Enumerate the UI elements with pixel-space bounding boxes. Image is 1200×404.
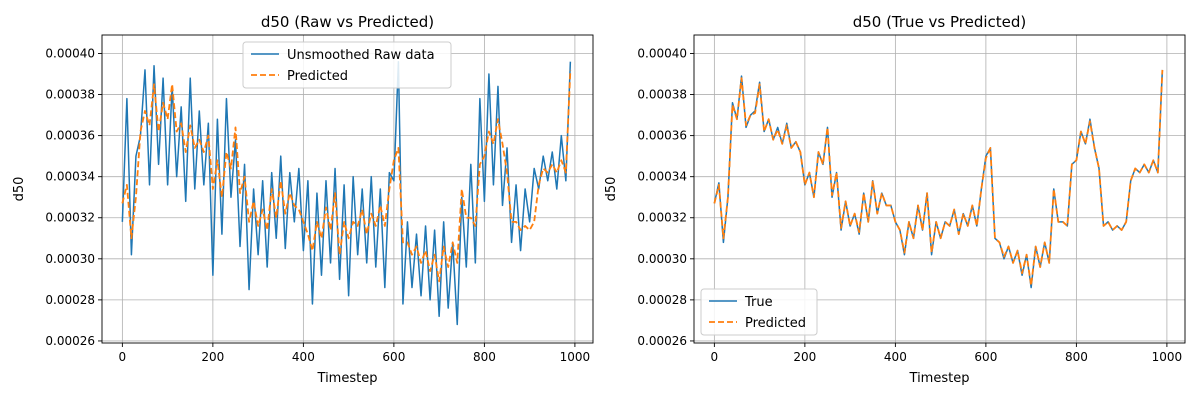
series-lines — [713, 69, 1164, 289]
x-tick-label: 0 — [711, 350, 719, 364]
y-tick-label: 0.00032 — [45, 211, 95, 225]
x-tick-label: 600 — [974, 350, 997, 364]
legend-label-predicted: Predicted — [745, 316, 806, 331]
axis-ticks: 0 200 400 600 800 1000 0.00026 0.00028 0.00030 0.… — [45, 46, 590, 364]
series-line-predicted — [713, 69, 1164, 287]
y-tick-label: 0.00036 — [45, 129, 95, 143]
y-tick-label: 0.00040 — [637, 46, 687, 60]
x-axis-label: Timestep — [909, 371, 970, 386]
legend: True Predicted — [700, 288, 818, 336]
x-tick-label: 200 — [201, 350, 224, 364]
y-axis-label: d50 — [12, 177, 27, 202]
y-tick-label: 0.00026 — [45, 334, 95, 348]
chart-title: d50 (Raw vs Predicted) — [261, 13, 434, 31]
y-tick-label: 0.00032 — [637, 211, 687, 225]
y-tick-label: 0.00026 — [637, 334, 687, 348]
x-axis-label: Timestep — [317, 371, 378, 386]
y-tick-label: 0.00038 — [45, 88, 95, 102]
legend-label-predicted: Predicted — [287, 69, 348, 84]
y-tick-label: 0.00028 — [45, 293, 95, 307]
series-lines — [121, 60, 572, 326]
y-tick-label: 0.00034 — [45, 170, 95, 184]
y-axis-label: d50 — [604, 177, 619, 202]
x-tick-label: 0 — [119, 350, 127, 364]
y-tick-label: 0.00036 — [637, 129, 687, 143]
y-tick-label: 0.00030 — [637, 252, 687, 266]
legend-box — [242, 41, 452, 89]
y-tick-label: 0.00028 — [637, 293, 687, 307]
x-tick-label: 800 — [473, 350, 496, 364]
legend-label-raw: Unsmoothed Raw data — [287, 48, 435, 63]
x-tick-label: 600 — [382, 350, 405, 364]
x-tick-label: 400 — [292, 350, 315, 364]
legend: Unsmoothed Raw data Predicted — [242, 41, 452, 89]
x-tick-label: 800 — [1065, 350, 1088, 364]
plot-frame — [101, 34, 594, 344]
x-tick-label: 400 — [884, 350, 907, 364]
y-tick-label: 0.00034 — [637, 170, 687, 184]
y-tick-label: 0.00030 — [45, 252, 95, 266]
axis-ticks: 0 200 400 600 800 1000 0.00026 0.00028 0.00030 0.… — [637, 46, 1182, 364]
y-tick-label: 0.00038 — [637, 88, 687, 102]
legend-label-true: True — [744, 295, 773, 310]
x-tick-label: 200 — [793, 350, 816, 364]
series-line-predicted — [121, 69, 572, 283]
y-tick-label: 0.00040 — [45, 46, 95, 60]
x-tick-label: 1000 — [560, 350, 591, 364]
chart-panel-raw-vs-predicted: 0 200 400 600 800 1000 0.00026 0.00028 0.00030 0.… — [12, 13, 594, 386]
chart-title: d50 (True vs Predicted) — [853, 13, 1027, 31]
chart-panel-true-vs-predicted: 0 200 400 600 800 1000 0.00026 0.00028 0.00030 0.… — [604, 13, 1186, 386]
x-tick-label: 1000 — [1152, 350, 1183, 364]
plot-frame — [693, 34, 1186, 344]
